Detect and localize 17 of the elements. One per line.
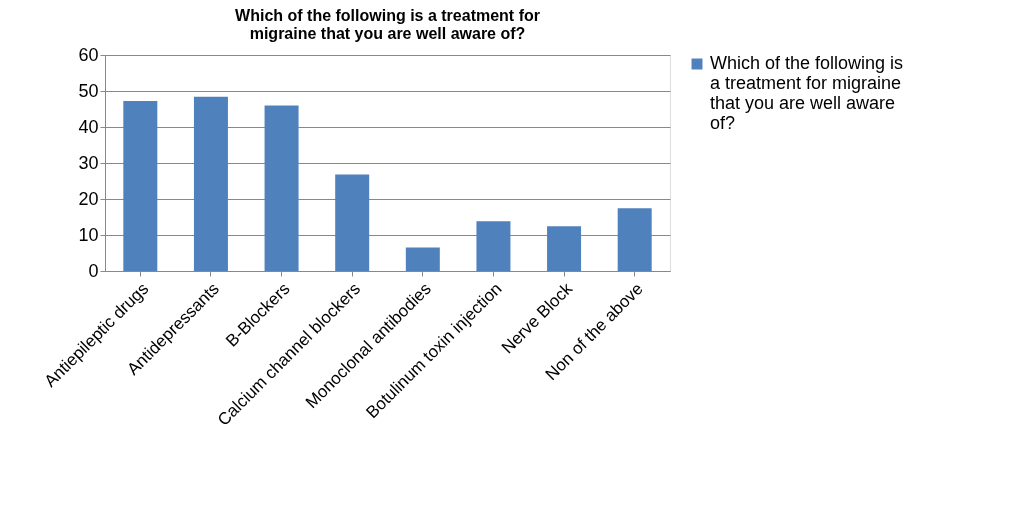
bar	[547, 226, 582, 271]
chart-title: Which of the following is a treatment for migraine that you are well aware of?	[235, 7, 540, 42]
bar	[617, 208, 652, 271]
y-tick-label: 40	[78, 116, 99, 137]
y-tick-label: 50	[78, 80, 99, 101]
bar	[405, 247, 440, 271]
y-tick-label: 60	[78, 44, 99, 65]
legend-label: Which of the following is a treatment for migraine that you are well aware of?	[710, 53, 904, 133]
bar	[476, 221, 511, 271]
y-tick-label: 30	[78, 152, 99, 173]
y-tick-label: 0	[88, 260, 99, 281]
bar	[123, 101, 158, 271]
bar	[264, 105, 299, 271]
y-tick-label: 10	[78, 224, 99, 245]
bar	[193, 96, 228, 271]
y-tick-label: 20	[78, 188, 99, 209]
bar	[335, 174, 370, 271]
